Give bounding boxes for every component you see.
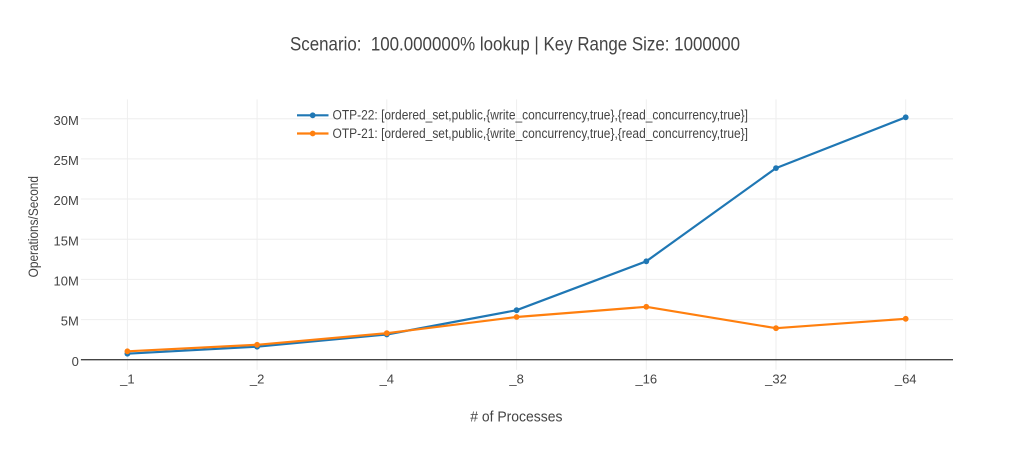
svg-text:5M: 5M — [61, 314, 79, 329]
svg-text:_32: _32 — [764, 371, 787, 386]
svg-text:_1: _1 — [119, 371, 134, 386]
svg-text:_4: _4 — [379, 371, 394, 386]
svg-text:# of Processes: # of Processes — [470, 409, 562, 426]
svg-text:15M: 15M — [54, 233, 79, 248]
svg-text:_64: _64 — [894, 371, 917, 386]
svg-text:OTP-21: [ordered_set,public,{w: OTP-21: [ordered_set,public,{write_concu… — [333, 126, 749, 141]
svg-text:30M: 30M — [54, 113, 79, 128]
svg-text:Operations/Second: Operations/Second — [25, 176, 41, 277]
svg-text:20M: 20M — [54, 193, 79, 208]
svg-text:25M: 25M — [54, 153, 79, 168]
svg-text:_16: _16 — [634, 371, 657, 386]
svg-text:OTP-22: [ordered_set,public,{w: OTP-22: [ordered_set,public,{write_concu… — [333, 108, 749, 123]
svg-text:_8: _8 — [508, 371, 523, 386]
svg-text:10M: 10M — [54, 274, 79, 289]
svg-text:Scenario: 100.000000% lookup: Scenario: 100.000000% lookup | Key Range… — [290, 33, 740, 55]
svg-text:0: 0 — [72, 354, 79, 369]
svg-text:_2: _2 — [249, 371, 264, 386]
